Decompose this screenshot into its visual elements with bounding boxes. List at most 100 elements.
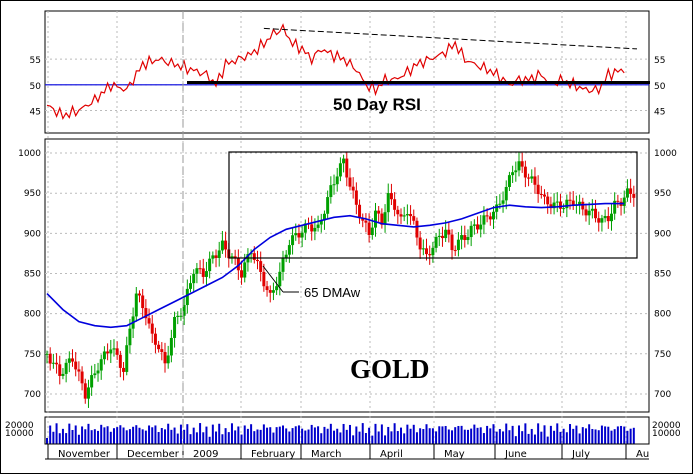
candle-body [77, 369, 81, 372]
candle-body [326, 197, 330, 214]
candle-body [584, 209, 588, 216]
volume-bar [202, 432, 205, 444]
candle-body [504, 186, 508, 201]
candle-body [134, 293, 138, 317]
volume-bar [125, 430, 128, 444]
volume-bar [556, 423, 559, 444]
candle-body [144, 308, 148, 319]
candle-body [396, 209, 400, 215]
candle-body [476, 224, 480, 230]
candle-body [533, 176, 537, 185]
candle-body [501, 200, 505, 204]
volume-bar [84, 429, 87, 444]
volume-bar [591, 428, 594, 444]
candle-body [316, 224, 320, 228]
candle-body [176, 315, 180, 317]
volume-bar [49, 425, 52, 444]
candle-body [83, 383, 87, 399]
price-tick-left: 750 [24, 350, 41, 360]
candle-body [523, 166, 527, 178]
volume-bar [575, 425, 578, 444]
candle-body [440, 235, 444, 239]
volume-bar [451, 430, 454, 444]
candle-body [412, 216, 416, 221]
candle-body [530, 176, 534, 179]
candle-body [590, 208, 594, 211]
candle-body [482, 215, 486, 225]
volume-bar [390, 431, 393, 444]
volume-bar [211, 424, 214, 444]
volume-bar [224, 428, 227, 444]
volume-bar [336, 428, 339, 444]
candle-body [555, 201, 559, 203]
candle-body [102, 351, 106, 360]
volume-bar [128, 429, 131, 444]
candle-body [262, 271, 266, 287]
candle-body [364, 220, 368, 223]
volume-bar [380, 424, 383, 444]
candle-body [109, 349, 113, 354]
volume-bar [361, 423, 364, 444]
candle-body [310, 224, 314, 232]
candle-body [527, 177, 531, 179]
candle-body [71, 358, 75, 362]
volume-bar [93, 429, 96, 444]
volume-bar [632, 427, 635, 444]
candle-body [284, 254, 288, 259]
candle-body [287, 245, 291, 255]
volume-bar [243, 425, 246, 444]
volume-bar [406, 424, 409, 444]
volume-bar [600, 425, 603, 444]
volume-bar [352, 435, 355, 444]
volume-tick-left: 20000 [5, 421, 34, 431]
candle-body [348, 177, 352, 187]
candle-body [115, 348, 119, 355]
volume-bar [387, 426, 390, 444]
volume-bar [412, 424, 415, 444]
price-tick-right: 900 [654, 229, 671, 239]
candle-body [169, 337, 173, 356]
candle-body [217, 250, 221, 258]
candle-body [399, 214, 403, 217]
volume-bar [138, 427, 141, 444]
volume-bar [425, 424, 428, 444]
volume-bar [374, 423, 377, 444]
candle-body [163, 352, 167, 364]
month-label: July [571, 449, 590, 460]
candle-body [335, 176, 339, 185]
volume-layer [46, 423, 635, 444]
volume-bar [106, 426, 109, 444]
rsi-tick-right: 45 [654, 107, 665, 117]
candle-body [491, 211, 495, 220]
candle-body [252, 253, 256, 260]
candle-body [460, 235, 464, 240]
volume-bar [65, 433, 68, 444]
candle-body [195, 268, 199, 274]
candle-body [64, 362, 68, 374]
volume-bar [71, 429, 74, 444]
volume-bar [431, 428, 434, 444]
volume-bar [588, 424, 591, 444]
candle-body [511, 172, 515, 176]
candle-body [613, 200, 617, 214]
volume-bar [460, 425, 463, 444]
volume-bar [470, 428, 473, 444]
candle-body [297, 233, 301, 238]
volume-bar [565, 432, 568, 444]
candle-body [166, 355, 170, 364]
volume-bar [358, 431, 361, 444]
volume-bar [339, 432, 342, 444]
candle-body [182, 305, 186, 316]
volume-bar [253, 431, 256, 444]
volume-bar [170, 429, 173, 444]
volume-bar [502, 431, 505, 444]
rsi-line [46, 23, 625, 121]
candle-body [498, 203, 502, 205]
candle-body [568, 199, 572, 201]
volume-bar [164, 429, 166, 444]
candle-body [185, 288, 189, 306]
candle-body [342, 158, 346, 164]
candle-body [58, 364, 62, 376]
candle-body [106, 351, 110, 354]
candle-body [485, 215, 489, 217]
